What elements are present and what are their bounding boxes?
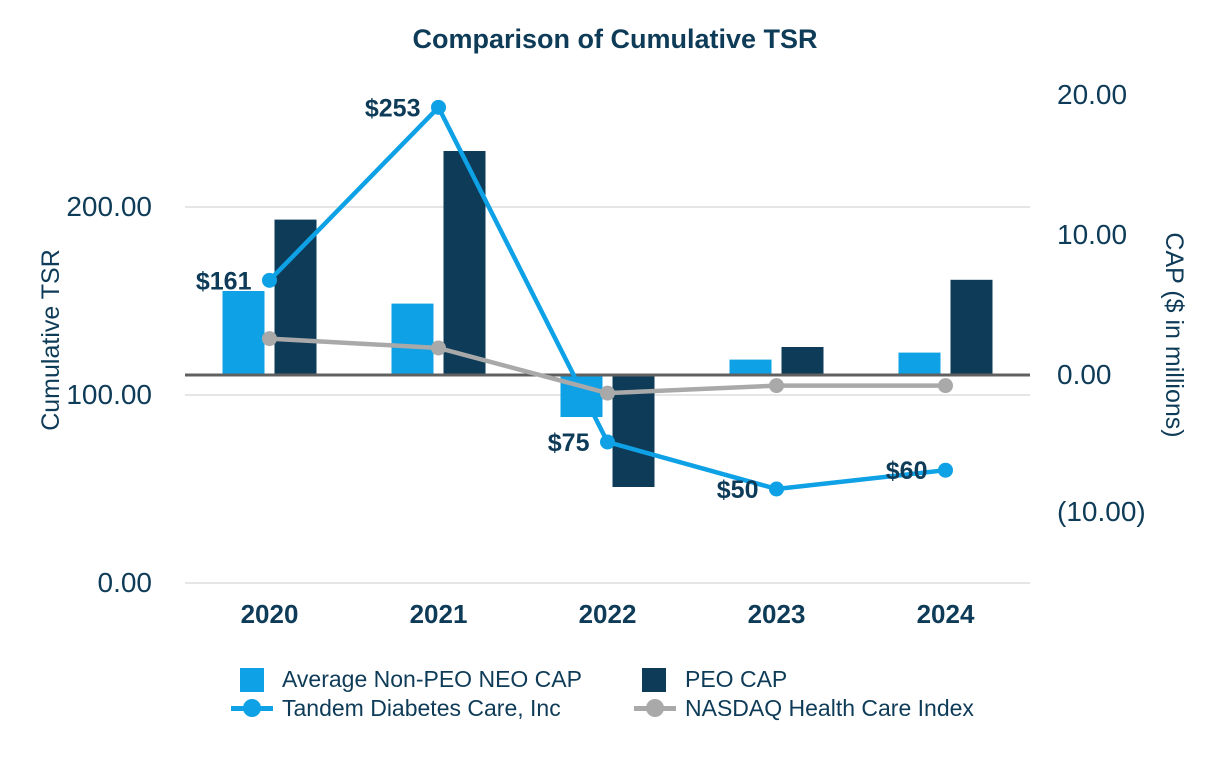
line-tandem-diabetes-care-inc <box>267 105 946 492</box>
point-label-tandem-diabetes-care-inc-2022: $75 <box>548 429 590 457</box>
point-label-tandem-diabetes-care-inc-2023: $50 <box>717 476 759 504</box>
marker-nasdaq-health-care-index-2024 <box>938 378 953 394</box>
bar-peo-cap-2024 <box>950 279 993 375</box>
left-axis-tick-100: 100.00 <box>66 379 152 410</box>
right-axis-tick-neg10: (10.00) <box>1057 496 1146 527</box>
chart-title: Comparison of Cumulative TSR <box>412 24 818 54</box>
legend-label-peo-cap: PEO CAP <box>685 666 788 692</box>
right-axis-tick-20: 20.00 <box>1057 79 1128 110</box>
x-label-2024: 2024 <box>916 599 975 629</box>
x-label-2020: 2020 <box>240 599 299 629</box>
bar-peo-cap-2023 <box>781 347 824 375</box>
legend-line-dot-tandem-icon <box>231 698 273 718</box>
x-label-2023: 2023 <box>747 599 806 629</box>
point-label-tandem-diabetes-care-inc-2021: $253 <box>365 94 421 122</box>
marker-nasdaq-health-care-index-2021 <box>431 340 446 356</box>
bar-peo-cap-2020 <box>274 219 317 375</box>
left-axis-tick-200: 200.00 <box>66 191 152 222</box>
marker-nasdaq-health-care-index-2020 <box>262 331 277 347</box>
point-label-tandem-diabetes-care-inc-2024: $60 <box>886 457 928 485</box>
bar-average-non-peo-neo-cap-2021 <box>391 303 434 375</box>
x-label-2022: 2022 <box>578 599 637 629</box>
marker-tandem-diabetes-care-inc-2021 <box>431 99 446 115</box>
line-nasdaq-health-care-index <box>269 336 946 396</box>
marker-nasdaq-health-care-index-2022 <box>600 385 615 401</box>
legend-label-nasdaq-health-care-index: NASDAQ Health Care Index <box>685 695 974 721</box>
legend-swatch-peo-cap <box>642 668 666 692</box>
right-axis-tick-10: 10.00 <box>1057 219 1128 250</box>
marker-tandem-diabetes-care-inc-2023 <box>769 481 784 497</box>
point-label-tandem-diabetes-care-inc-2020: $161 <box>196 267 252 295</box>
marker-nasdaq-health-care-index-2023 <box>769 378 784 394</box>
left-axis-tick-0: 0.00 <box>97 567 153 598</box>
legend-label-tandem-diabetes-care-inc: Tandem Diabetes Care, Inc <box>282 695 561 721</box>
x-label-2021: 2021 <box>409 599 468 629</box>
bar-average-non-peo-neo-cap-2020 <box>222 291 265 375</box>
legend-label-average-non-peo-neo-cap: Average Non-PEO NEO CAP <box>282 666 582 692</box>
legend-line-dot-nasdaq-icon <box>634 698 676 718</box>
right-axis-tick-0: 0.00 <box>1057 359 1112 390</box>
right-axis-title: CAP ($ in millions) <box>1160 232 1188 438</box>
bar-average-non-peo-neo-cap-2024 <box>898 352 941 375</box>
left-axis-title: Cumulative TSR <box>37 249 65 431</box>
marker-tandem-diabetes-care-inc-2022 <box>600 434 615 450</box>
marker-tandem-diabetes-care-inc-2020 <box>262 272 277 288</box>
bar-average-non-peo-neo-cap-2023 <box>729 359 772 375</box>
legend-swatch-average-non-peo-neo-cap <box>240 668 264 692</box>
marker-tandem-diabetes-care-inc-2024 <box>938 462 953 478</box>
